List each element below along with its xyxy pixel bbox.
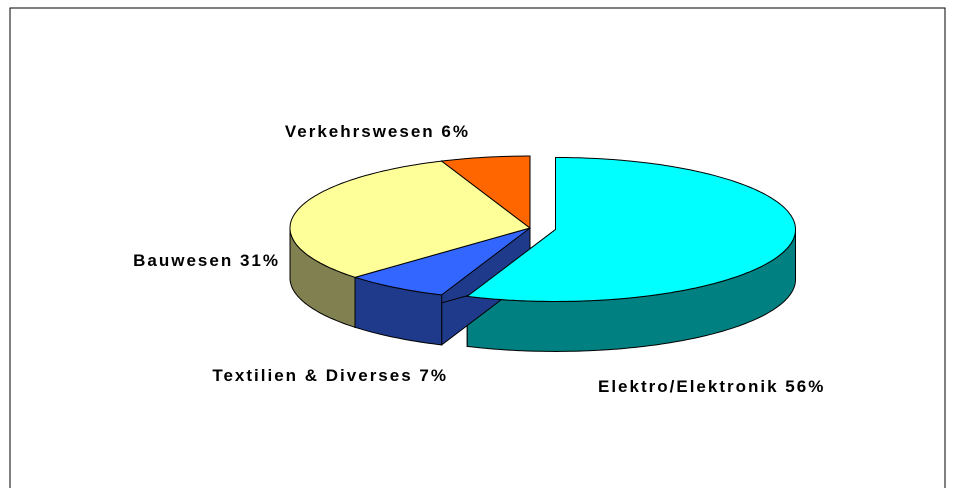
data-label: Bauwesen 31% (133, 251, 280, 270)
slice (289, 160, 532, 278)
data-label: Textilien & Diverses 7% (212, 366, 448, 385)
slice (440, 155, 531, 230)
slice-tops (289, 155, 796, 302)
slice (465, 157, 796, 302)
label-name: Elektro/Elektronik (598, 377, 779, 396)
label-name: Bauwesen (133, 251, 233, 270)
data-label: Elektro/Elektronik 56% (598, 377, 825, 396)
label-value: 6% (441, 122, 470, 141)
data-label: Verkehrswesen 6% (285, 122, 470, 141)
label-value: 7% (419, 366, 448, 385)
label-name: Textilien & Diverses (212, 366, 412, 385)
label-name: Verkehrswesen (285, 122, 435, 141)
slice (353, 227, 531, 296)
label-value: 31% (240, 251, 280, 270)
label-value: 56% (785, 377, 825, 396)
labels: Elektro/Elektronik 56% Textilien & Divers… (133, 122, 825, 396)
